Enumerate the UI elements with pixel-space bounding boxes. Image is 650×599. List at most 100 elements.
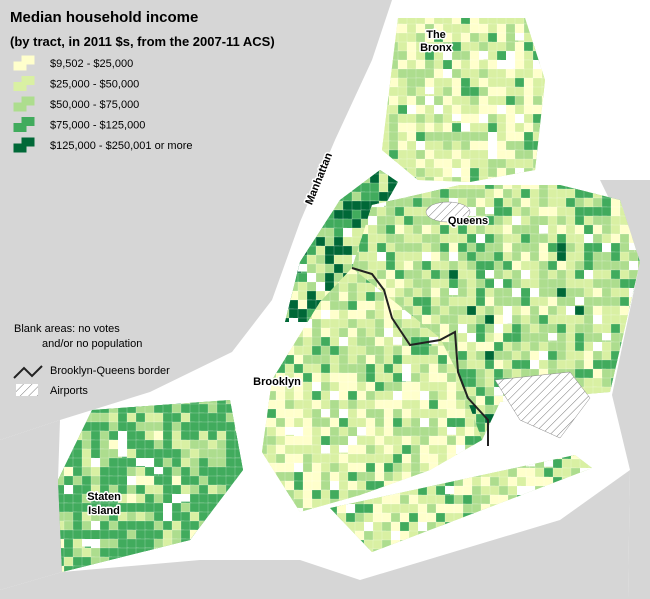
tract bbox=[207, 538, 223, 551]
blank-tract bbox=[593, 342, 603, 353]
blank-tract bbox=[521, 270, 531, 280]
blank-tract bbox=[136, 458, 152, 467]
tract bbox=[333, 245, 344, 257]
tract bbox=[541, 122, 545, 137]
blank-tract bbox=[580, 455, 592, 461]
tract bbox=[446, 453, 457, 465]
tract bbox=[489, 476, 500, 487]
blank-tract bbox=[539, 225, 553, 234]
tract bbox=[547, 278, 558, 289]
tract bbox=[493, 413, 508, 425]
tract bbox=[480, 503, 491, 517]
tract bbox=[532, 18, 545, 27]
blank-tract bbox=[452, 114, 466, 122]
tract bbox=[234, 457, 243, 469]
tract bbox=[397, 176, 410, 182]
tract bbox=[532, 167, 545, 178]
tract bbox=[534, 485, 549, 498]
tract bbox=[593, 441, 604, 455]
blank-tract bbox=[357, 427, 374, 436]
tract bbox=[311, 408, 322, 419]
tract bbox=[63, 448, 75, 459]
tract bbox=[244, 476, 255, 487]
blank-tract bbox=[434, 105, 447, 115]
tract bbox=[297, 317, 311, 322]
tract bbox=[180, 547, 193, 560]
tract bbox=[464, 462, 478, 475]
tract bbox=[284, 507, 299, 512]
blank-tract bbox=[517, 522, 529, 532]
blank-tract bbox=[515, 114, 529, 126]
tract bbox=[306, 218, 319, 232]
tract bbox=[561, 485, 577, 497]
tract bbox=[225, 511, 238, 522]
tract bbox=[583, 413, 596, 428]
tract bbox=[439, 242, 450, 253]
tract bbox=[225, 400, 240, 406]
tract bbox=[442, 176, 458, 182]
tract bbox=[383, 480, 394, 495]
tract bbox=[266, 498, 278, 509]
tract bbox=[448, 278, 460, 289]
tract bbox=[324, 182, 338, 198]
tract bbox=[345, 539, 360, 552]
tract bbox=[511, 431, 524, 440]
tract bbox=[162, 400, 174, 406]
tract bbox=[561, 476, 574, 487]
tract bbox=[374, 471, 385, 483]
tract bbox=[462, 458, 473, 472]
tract bbox=[503, 441, 514, 453]
tract bbox=[382, 68, 392, 80]
tract bbox=[266, 345, 282, 358]
tract bbox=[234, 502, 243, 516]
tract bbox=[483, 508, 496, 521]
blank-tract bbox=[82, 539, 95, 547]
tract bbox=[579, 476, 591, 491]
blank-tract bbox=[488, 141, 499, 152]
blank-tract bbox=[497, 105, 508, 116]
blank-tract bbox=[425, 96, 442, 108]
tract bbox=[493, 332, 504, 343]
tract bbox=[293, 399, 305, 410]
tract bbox=[333, 173, 346, 188]
tract bbox=[437, 462, 452, 473]
tract bbox=[541, 86, 545, 99]
tract bbox=[342, 170, 358, 178]
tract bbox=[471, 512, 482, 523]
tract bbox=[244, 467, 253, 481]
tract bbox=[189, 529, 201, 541]
tract bbox=[342, 173, 358, 188]
tract bbox=[412, 215, 423, 227]
tract bbox=[315, 200, 328, 214]
tract bbox=[473, 453, 482, 464]
blank-tract bbox=[294, 508, 310, 512]
tract bbox=[315, 209, 329, 223]
tract bbox=[207, 412, 218, 424]
tract bbox=[453, 458, 464, 470]
tract bbox=[448, 260, 460, 271]
tract bbox=[601, 386, 612, 398]
tract bbox=[333, 182, 344, 194]
tract bbox=[507, 494, 520, 509]
tract bbox=[374, 417, 386, 429]
tract bbox=[453, 476, 464, 487]
tract bbox=[483, 436, 497, 447]
tract bbox=[610, 296, 621, 307]
blank-tract bbox=[244, 485, 255, 498]
tract bbox=[408, 476, 423, 490]
tract bbox=[367, 224, 378, 235]
legend-swatch bbox=[13, 55, 35, 71]
tract bbox=[498, 521, 513, 534]
tract bbox=[448, 314, 459, 326]
tract bbox=[81, 430, 92, 441]
blank-tract bbox=[494, 387, 508, 396]
tract bbox=[541, 23, 545, 37]
tract bbox=[234, 421, 243, 436]
tract bbox=[588, 458, 592, 471]
tract bbox=[444, 539, 459, 551]
tract bbox=[453, 539, 467, 550]
tract bbox=[72, 493, 83, 505]
tract bbox=[330, 539, 338, 552]
blank-tract bbox=[91, 539, 101, 550]
note: Blank areas: no votes bbox=[14, 323, 120, 335]
